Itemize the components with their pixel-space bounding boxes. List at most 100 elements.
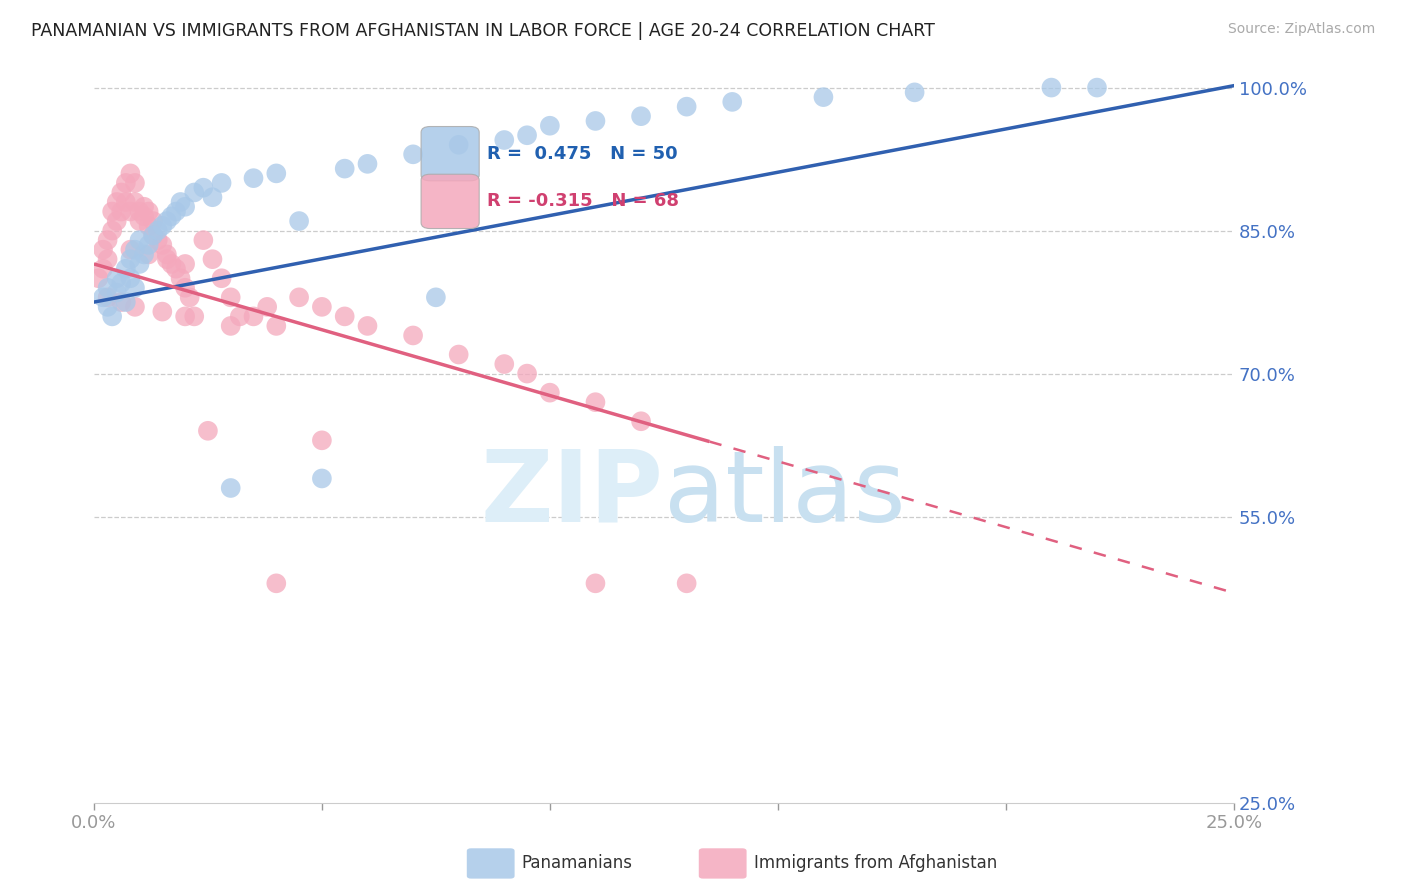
- Point: [97, 252, 120, 267]
- Point: [124, 281, 146, 295]
- Point: [813, 90, 835, 104]
- Point: [146, 233, 169, 247]
- Point: [219, 481, 242, 495]
- Point: [128, 233, 150, 247]
- Point: [266, 166, 288, 180]
- Point: [142, 228, 165, 243]
- Point: [138, 219, 160, 233]
- Point: [101, 224, 124, 238]
- Point: [169, 194, 191, 209]
- Point: [105, 285, 128, 300]
- Point: [266, 576, 288, 591]
- Point: [447, 137, 470, 152]
- Point: [174, 310, 197, 324]
- Point: [115, 295, 138, 310]
- Point: [124, 176, 146, 190]
- Point: [538, 119, 561, 133]
- Point: [120, 271, 142, 285]
- Point: [174, 200, 197, 214]
- Point: [110, 204, 132, 219]
- Point: [585, 576, 607, 591]
- Point: [333, 310, 356, 324]
- Point: [721, 95, 744, 109]
- Point: [138, 204, 160, 219]
- Point: [91, 290, 114, 304]
- Text: Immigrants from Afghanistan: Immigrants from Afghanistan: [754, 855, 997, 872]
- Point: [128, 204, 150, 219]
- Point: [516, 367, 538, 381]
- Point: [585, 395, 607, 409]
- Point: [904, 86, 927, 100]
- Point: [494, 133, 516, 147]
- Point: [165, 204, 187, 219]
- Point: [630, 109, 652, 123]
- Point: [229, 310, 252, 324]
- Point: [97, 281, 120, 295]
- Point: [356, 318, 378, 333]
- Point: [174, 281, 197, 295]
- Point: [174, 257, 197, 271]
- Point: [120, 252, 142, 267]
- Point: [311, 300, 333, 314]
- Point: [110, 295, 132, 310]
- Point: [288, 290, 311, 304]
- Point: [105, 271, 128, 285]
- Point: [105, 214, 128, 228]
- Point: [165, 261, 187, 276]
- Point: [630, 414, 652, 428]
- Point: [150, 304, 173, 318]
- Point: [115, 261, 138, 276]
- Point: [197, 424, 219, 438]
- Point: [101, 310, 124, 324]
- Point: [132, 209, 155, 223]
- Point: [494, 357, 516, 371]
- Text: Source: ZipAtlas.com: Source: ZipAtlas.com: [1227, 22, 1375, 37]
- Point: [183, 186, 205, 200]
- Point: [115, 194, 138, 209]
- Point: [97, 300, 120, 314]
- Point: [146, 224, 169, 238]
- FancyBboxPatch shape: [420, 174, 479, 228]
- Point: [402, 147, 425, 161]
- Point: [150, 219, 173, 233]
- Point: [91, 243, 114, 257]
- Point: [193, 180, 215, 194]
- Point: [211, 271, 233, 285]
- Point: [179, 290, 201, 304]
- Point: [183, 310, 205, 324]
- Point: [538, 385, 561, 400]
- Point: [156, 252, 179, 267]
- Point: [128, 257, 150, 271]
- Point: [402, 328, 425, 343]
- Point: [138, 238, 160, 252]
- Point: [219, 290, 242, 304]
- Point: [120, 243, 142, 257]
- Text: ZIP: ZIP: [481, 446, 664, 543]
- Point: [266, 318, 288, 333]
- Point: [120, 166, 142, 180]
- Point: [242, 171, 264, 186]
- Point: [242, 310, 264, 324]
- Point: [333, 161, 356, 176]
- Point: [150, 238, 173, 252]
- Point: [138, 247, 160, 261]
- Point: [256, 300, 278, 314]
- Point: [425, 290, 447, 304]
- Point: [201, 252, 224, 267]
- Point: [142, 228, 165, 243]
- Point: [142, 214, 165, 228]
- Point: [1040, 80, 1063, 95]
- Point: [132, 200, 155, 214]
- Text: PANAMANIAN VS IMMIGRANTS FROM AFGHANISTAN IN LABOR FORCE | AGE 20-24 CORRELATION: PANAMANIAN VS IMMIGRANTS FROM AFGHANISTA…: [31, 22, 935, 40]
- Point: [516, 128, 538, 143]
- Point: [87, 271, 110, 285]
- Point: [201, 190, 224, 204]
- Text: atlas: atlas: [664, 446, 905, 543]
- Point: [124, 300, 146, 314]
- Point: [1085, 80, 1108, 95]
- Point: [219, 318, 242, 333]
- Point: [356, 157, 378, 171]
- Point: [193, 233, 215, 247]
- Point: [101, 204, 124, 219]
- Point: [97, 233, 120, 247]
